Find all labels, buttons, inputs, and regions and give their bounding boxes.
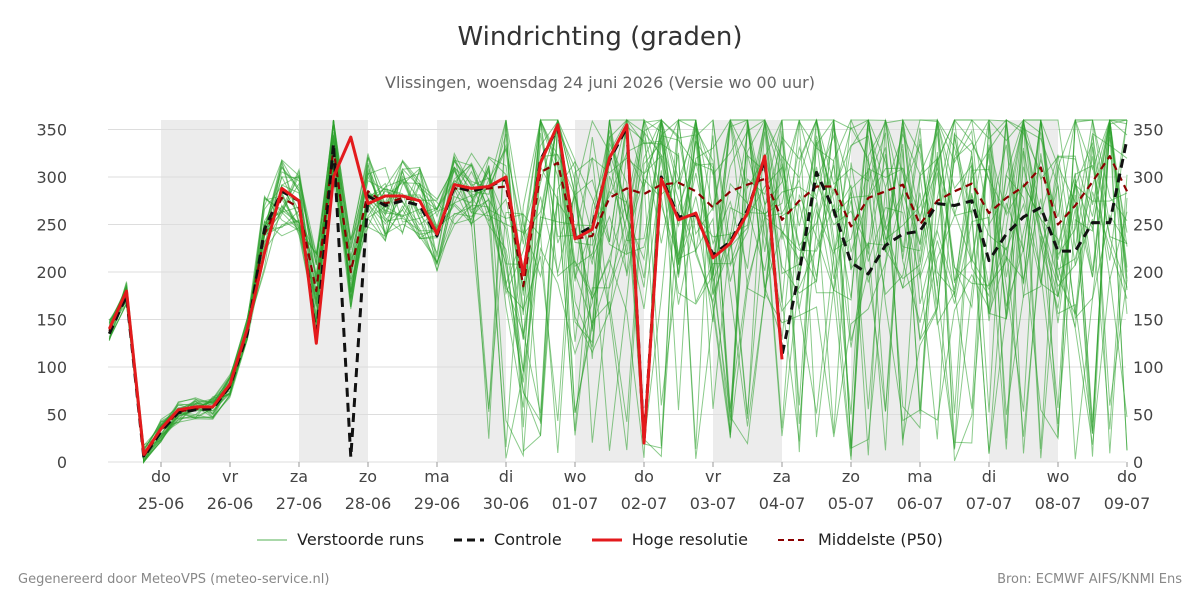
y-tick-right-300: 300 xyxy=(1133,168,1164,187)
ensemble-run-8 xyxy=(108,119,1128,464)
legend-swatch-hires xyxy=(591,538,622,541)
y-tick-left-150: 150 xyxy=(36,311,67,330)
chart-subtitle: Vlissingen, woensdag 24 juni 2026 (Versi… xyxy=(385,73,815,92)
x-tick-day-10: zo xyxy=(842,467,860,486)
wind-direction-chart: 0 0 50 50 100 100 150 150 200 200 250 250 300 300 350 3… xyxy=(36,118,1164,513)
legend-swatch-control xyxy=(454,538,485,541)
y-tick-right-50: 50 xyxy=(1133,406,1153,425)
ensemble-run-12 xyxy=(108,118,1128,457)
legend-label-ensemble: Verstoorde runs xyxy=(297,530,425,549)
legend-label-hires: Hoge resolutie xyxy=(631,530,748,549)
x-tick-date-13: 08-07 xyxy=(1035,494,1082,513)
ensemble-run-20 xyxy=(108,118,1128,459)
x-tick-date-9: 04-07 xyxy=(759,494,806,513)
y-tick-right-150: 150 xyxy=(1133,311,1164,330)
ensemble-run-27 xyxy=(108,118,1128,457)
x-tick-day-6: wo xyxy=(564,467,587,486)
x-tick-day-11: ma xyxy=(907,467,932,486)
x-tick-date-2: 27-06 xyxy=(276,494,323,513)
x-tick-date-14: 09-07 xyxy=(1104,494,1151,513)
y-tick-left-250: 250 xyxy=(36,216,67,235)
x-tick-day-3: zo xyxy=(359,467,377,486)
x-tick-day-8: vr xyxy=(705,467,721,486)
legend-item-hires: Hoge resolutie xyxy=(591,530,748,549)
footer-generator: Gegenereerd door MeteoVPS (meteo-service… xyxy=(18,572,330,587)
y-tick-right-350: 350 xyxy=(1133,121,1164,140)
x-tick-date-11: 06-07 xyxy=(897,494,944,513)
legend-swatch-median xyxy=(777,538,808,541)
y-tick-left-200: 200 xyxy=(36,263,67,282)
x-tick-date-10: 05-07 xyxy=(828,494,875,513)
x-tick-date-4: 29-06 xyxy=(414,494,461,513)
y-tick-right-0: 0 xyxy=(1133,453,1143,472)
x-tick-date-1: 26-06 xyxy=(207,494,254,513)
x-tick-date-7: 02-07 xyxy=(621,494,668,513)
x-tick-day-5: di xyxy=(499,467,514,486)
footer-source: Bron: ECMWF AIFS/KNMI Ens xyxy=(997,572,1182,587)
x-tick-day-14: do xyxy=(1117,467,1137,486)
legend-item-ensemble: Verstoorde runs xyxy=(257,530,424,549)
x-tick-date-12: 07-07 xyxy=(966,494,1013,513)
ensemble-run-11 xyxy=(108,119,1128,453)
y-tick-right-100: 100 xyxy=(1133,358,1164,377)
legend-item-control: Controle xyxy=(454,530,562,549)
series-median xyxy=(108,147,1128,458)
y-tick-right-250: 250 xyxy=(1133,216,1164,235)
x-tick-day-12: di xyxy=(982,467,997,486)
y-tick-left-0: 0 xyxy=(57,453,67,472)
y-tick-left-100: 100 xyxy=(36,358,67,377)
ensemble-run-14 xyxy=(108,119,1128,463)
x-tick-date-8: 03-07 xyxy=(690,494,737,513)
x-tick-date-5: 30-06 xyxy=(483,494,530,513)
x-tick-day-13: wo xyxy=(1047,467,1070,486)
series-hires xyxy=(107,123,784,456)
y-tick-right-200: 200 xyxy=(1133,263,1164,282)
x-tick-day-4: ma xyxy=(424,467,449,486)
y-tick-left-300: 300 xyxy=(36,168,67,187)
ensemble-run-13 xyxy=(108,118,1127,455)
ensemble-run-29 xyxy=(108,118,1128,464)
legend-swatch-ensemble xyxy=(257,539,288,540)
x-tick-day-0: do xyxy=(151,467,171,486)
x-tick-day-1: vr xyxy=(222,467,238,486)
ensemble-run-23 xyxy=(108,118,1127,458)
legend-label-median: Middelste (P50) xyxy=(817,530,943,549)
ensemble-run-25 xyxy=(108,118,1128,457)
series-control xyxy=(107,126,1129,459)
chart-title: Windrichting (graden) xyxy=(457,22,743,52)
x-tick-day-2: za xyxy=(290,467,308,486)
legend-label-control: Controle xyxy=(494,530,562,549)
y-tick-left-50: 50 xyxy=(47,406,67,425)
ensemble-run-28 xyxy=(108,118,1128,453)
x-tick-day-7: do xyxy=(634,467,654,486)
x-tick-date-6: 01-07 xyxy=(552,494,599,513)
x-tick-date-3: 28-06 xyxy=(345,494,392,513)
legend-item-median: Middelste (P50) xyxy=(777,530,943,549)
legend: Verstoorde runs Controle Hoge resolutie … xyxy=(0,530,1200,549)
x-tick-date-0: 25-06 xyxy=(138,494,185,513)
y-tick-left-350: 350 xyxy=(36,121,67,140)
x-tick-day-9: za xyxy=(773,467,791,486)
